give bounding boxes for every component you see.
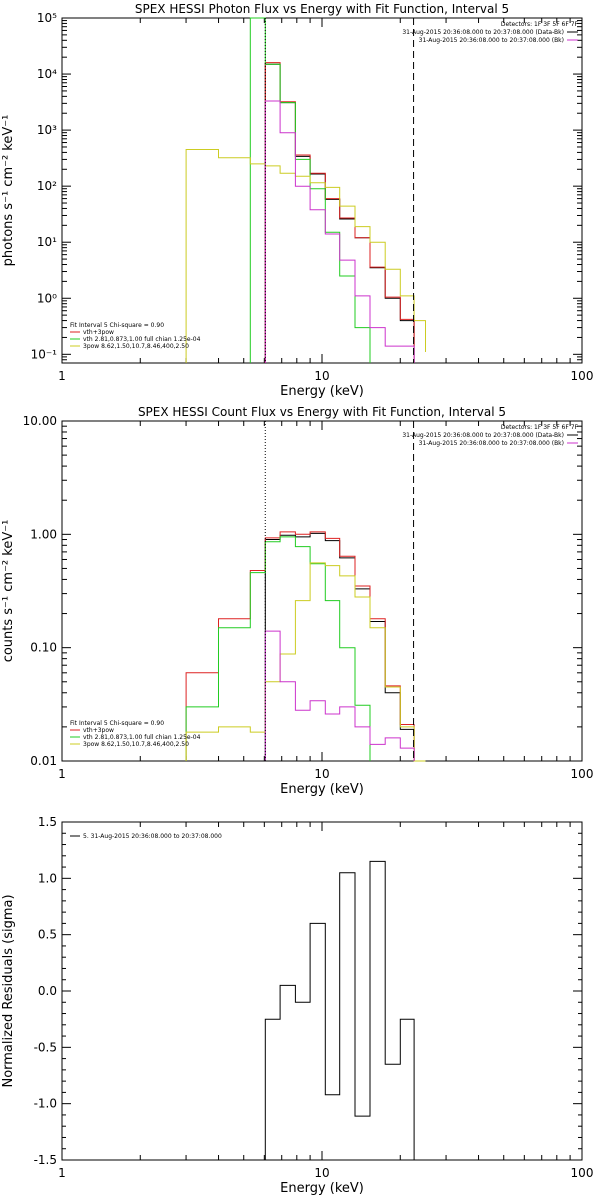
y-tick-label: 10.00 xyxy=(23,414,57,428)
legend-entry-text: Detectors: 1F 3F 5F 6F 7F xyxy=(501,21,579,28)
series-3-line xyxy=(185,536,371,761)
legend-entry-text: 3pow 8.62,1.50,10.7,8.46,400,2.50 xyxy=(83,343,189,350)
y-tick-label: 0.01 xyxy=(30,754,57,768)
legend-entry-text: vth+3pow xyxy=(83,329,114,336)
legend-entry-text: 5. 31-Aug-2015 20:36:08.000 to 20:37:08.… xyxy=(83,833,222,840)
series-2-line xyxy=(264,62,415,363)
x-axis-label: Energy (keV) xyxy=(280,384,364,399)
chart-panel-2: SPEX HESSI Count Flux vs Energy with Fit… xyxy=(1,405,593,797)
plot-frame xyxy=(61,821,583,1161)
y-tick-label: 0.5 xyxy=(38,928,57,942)
x-tick-label: 10 xyxy=(314,1166,329,1180)
y-axis-label: counts s⁻¹ cm⁻² keV⁻¹ xyxy=(1,520,16,663)
series-4-line xyxy=(185,149,426,363)
legend-entry-text: Fit Interval 5 Chi-square = 0.90 xyxy=(70,322,164,329)
x-axis-label: Energy (keV) xyxy=(280,1181,364,1196)
series-1-line xyxy=(264,860,415,1160)
y-tick-label: -0.5 xyxy=(34,1040,57,1054)
chart-title: SPEX HESSI Photon Flux vs Energy with Fi… xyxy=(135,2,509,16)
legend-entry-text: Fit Interval 5 Chi-square = 0.90 xyxy=(70,720,164,727)
series-group xyxy=(185,531,426,762)
legend-entry-text: 31-Aug-2015 20:36:08.000 to 20:37:08.000… xyxy=(402,432,564,439)
y-tick-label: 0.10 xyxy=(30,641,57,655)
y-tick-label: 10² xyxy=(37,179,57,193)
x-tick-label: 10 xyxy=(314,369,329,383)
x-tick-label: 100 xyxy=(571,767,594,781)
y-tick-label: 10³ xyxy=(37,123,57,137)
series-5-line xyxy=(264,630,415,761)
y-tick-label: 10⁴ xyxy=(37,67,57,81)
y-axis-label: photons s⁻¹ cm⁻² keV⁻¹ xyxy=(1,115,16,267)
chart-title: SPEX HESSI Count Flux vs Energy with Fit… xyxy=(138,405,506,419)
legend-entry-text: vth 2.81,0.873,1.00 full chian 1.25e-04 xyxy=(83,734,201,741)
chart-panel-1: SPEX HESSI Photon Flux vs Energy with Fi… xyxy=(1,2,593,399)
x-tick-label: 1 xyxy=(58,767,66,781)
y-tick-label: 10¹ xyxy=(37,235,57,249)
plot-frame xyxy=(61,17,583,364)
legend-entry-text: vth 2.81,0.873,1.00 full chian 1.25e-04 xyxy=(83,336,201,343)
plot-frame xyxy=(61,420,583,762)
y-tick-label: 1.5 xyxy=(38,815,57,829)
legend-entry-text: vth+3pow xyxy=(83,727,114,734)
y-axis-label: Normalized Residuals (sigma) xyxy=(1,894,16,1087)
legend-entry-text: 31-Aug-2015 20:36:08.000 to 20:37:08.000… xyxy=(402,29,564,36)
series-4-line xyxy=(185,562,426,762)
x-tick-label: 1 xyxy=(58,369,66,383)
y-tick-label: 10⁵ xyxy=(37,11,57,25)
legend-entry-text: Detectors: 1F 3F 5F 6F 7F xyxy=(501,424,579,431)
chart-panel-3: 1 10 100 Energy (keV) -1.5 -1.0 -0.5 0.0 0.5 1.0 1… xyxy=(1,815,593,1196)
series-group xyxy=(185,17,426,363)
x-tick-label: 100 xyxy=(571,1166,594,1180)
y-tick-label: 10⁰ xyxy=(37,291,57,305)
series-5-line xyxy=(264,100,415,363)
legend-entry-text: 3pow 8.62,1.50,10.7,8.46,400,2.50 xyxy=(83,741,189,748)
y-tick-label: 1.0 xyxy=(38,871,57,885)
y-tick-label: 1.00 xyxy=(30,527,57,541)
x-tick-label: 10 xyxy=(314,767,329,781)
legend-entry-text: 31-Aug-2015 20:36:08.000 to 20:37:08.000… xyxy=(419,440,564,447)
series-group xyxy=(264,860,415,1160)
y-tick-label: -1.5 xyxy=(34,1153,57,1167)
x-tick-label: 1 xyxy=(58,1166,66,1180)
x-tick-label: 100 xyxy=(571,369,594,383)
y-tick-label: 10⁻¹ xyxy=(31,347,58,361)
y-tick-label: -1.0 xyxy=(34,1097,57,1111)
x-axis-label: Energy (keV) xyxy=(280,782,364,797)
legend-entry-text: 31-Aug-2015 20:36:08.000 to 20:37:08.000… xyxy=(419,37,564,44)
y-tick-label: 0.0 xyxy=(38,984,57,998)
